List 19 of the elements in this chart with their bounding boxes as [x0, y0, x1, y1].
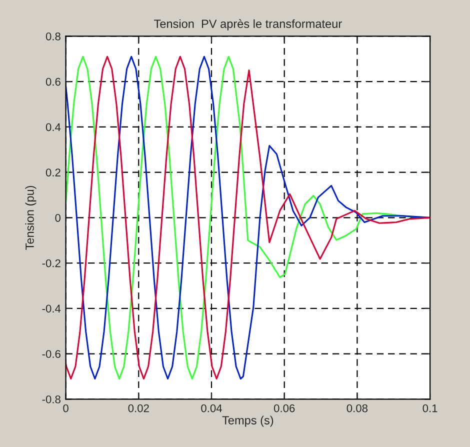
- y-tick-label: 0.6: [46, 78, 60, 86]
- x-tick-label: 0.04: [201, 404, 222, 412]
- x-axis-title: Temps (s): [222, 416, 274, 427]
- x-tick-label: 0.08: [346, 404, 368, 412]
- y-axis-title: Tension (pu): [25, 186, 36, 250]
- x-tick-label: 0: [63, 404, 68, 412]
- y-tick-label: 0.2: [46, 168, 60, 176]
- line-series: [66, 56, 430, 380]
- y-tick-label: 0: [55, 214, 61, 222]
- x-tick-label: 0.06: [274, 404, 295, 412]
- y-tick-label: 0.8: [46, 32, 60, 40]
- x-tick-label: 0.1: [422, 404, 438, 412]
- chart-title: Tension PV après le transformateur: [154, 19, 342, 30]
- y-tick-label: -0.2: [42, 259, 60, 268]
- y-tick-label: 0.4: [46, 123, 61, 132]
- y-tick-label: -0.4: [42, 304, 61, 313]
- y-tick-label: -0.6: [42, 350, 60, 358]
- x-tick-label: 0.02: [128, 404, 149, 412]
- y-tick-label: -0.8: [42, 395, 60, 404]
